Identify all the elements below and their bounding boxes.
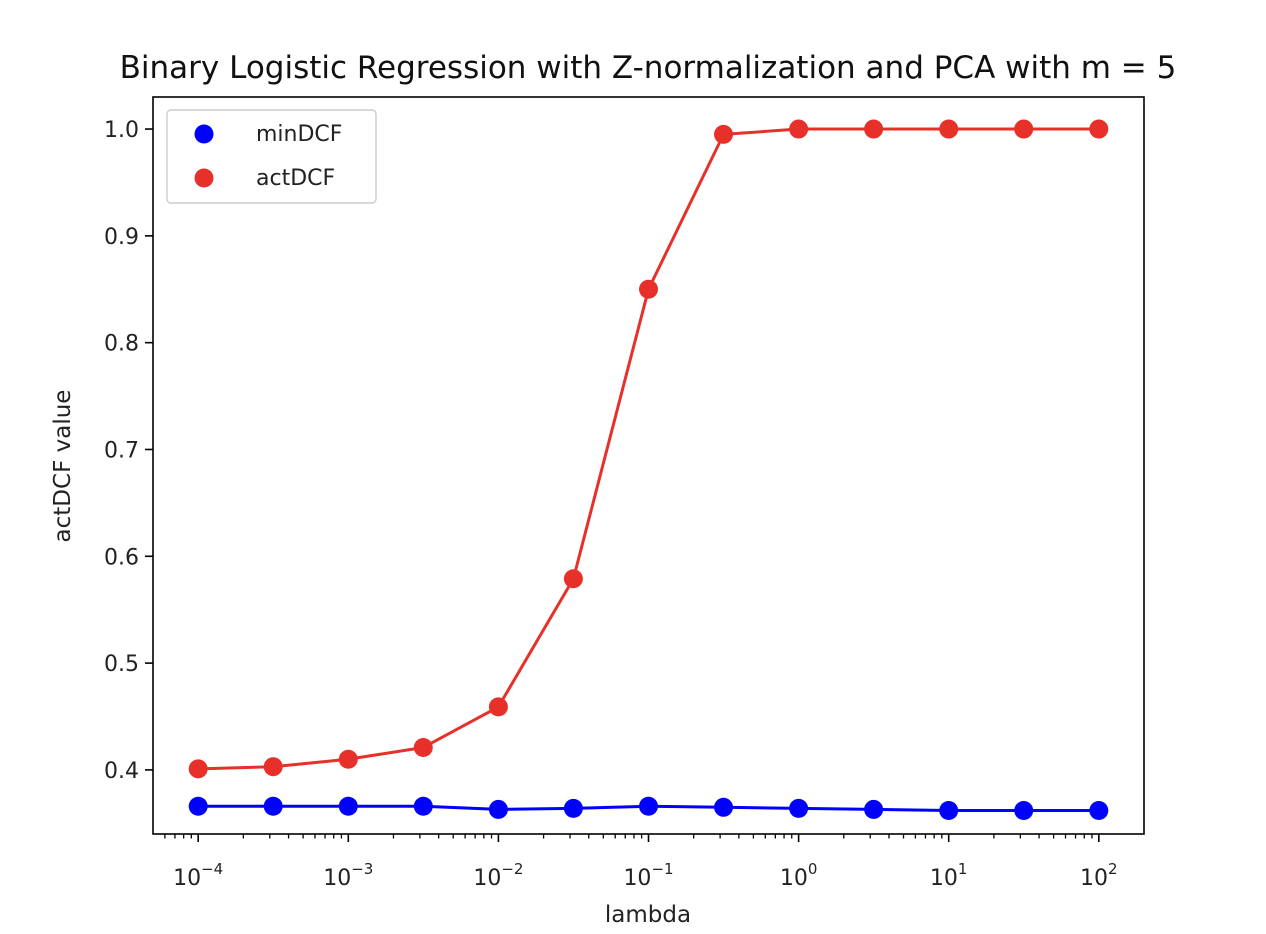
y-tick-label: 0.6 bbox=[104, 545, 139, 570]
data-point-actdcf bbox=[563, 569, 583, 589]
data-point-mindcf bbox=[1089, 801, 1109, 820]
legend-label-mindcf: minDCF bbox=[256, 122, 342, 147]
data-point-actdcf bbox=[413, 737, 433, 757]
data-point-mindcf bbox=[714, 797, 734, 817]
legend-marker-actdcf bbox=[194, 168, 214, 188]
data-point-actdcf bbox=[939, 119, 959, 139]
x-tick-label: 10−4 bbox=[173, 860, 223, 891]
data-point-actdcf bbox=[714, 124, 734, 144]
data-point-mindcf bbox=[338, 796, 358, 816]
data-point-actdcf bbox=[1014, 119, 1034, 139]
data-point-actdcf bbox=[338, 749, 358, 769]
data-point-mindcf bbox=[413, 796, 433, 816]
x-tick-label: 10−3 bbox=[323, 860, 373, 891]
x-tick-label: 100 bbox=[780, 860, 818, 891]
data-point-actdcf bbox=[864, 119, 884, 139]
data-point-mindcf bbox=[639, 796, 658, 816]
legend: minDCF actDCF bbox=[166, 109, 377, 204]
data-point-actdcf bbox=[488, 697, 508, 717]
data-point-actdcf bbox=[639, 279, 658, 299]
x-tick-label: 101 bbox=[930, 860, 968, 891]
data-point-mindcf bbox=[488, 799, 508, 819]
data-point-mindcf bbox=[563, 798, 583, 818]
data-point-actdcf bbox=[188, 759, 208, 779]
data-point-mindcf bbox=[263, 796, 283, 816]
y-tick-label: 1.0 bbox=[104, 118, 139, 143]
data-point-actdcf bbox=[789, 119, 809, 139]
x-tick-label: 102 bbox=[1080, 860, 1118, 891]
y-tick-label: 0.7 bbox=[104, 438, 139, 463]
x-tick-label: 10−1 bbox=[623, 860, 673, 891]
data-point-mindcf bbox=[1014, 801, 1034, 820]
data-point-actdcf bbox=[1089, 119, 1109, 139]
data-point-mindcf bbox=[864, 799, 884, 819]
data-point-mindcf bbox=[939, 801, 959, 820]
legend-label-actdcf: actDCF bbox=[256, 166, 335, 191]
x-axis-label: lambda bbox=[605, 902, 691, 928]
chart-title: Binary Logistic Regression with Z-normal… bbox=[120, 50, 1177, 86]
y-axis-label: actDCF value bbox=[50, 390, 76, 543]
y-tick-label: 0.8 bbox=[104, 332, 139, 357]
data-point-mindcf bbox=[789, 798, 809, 818]
legend-box bbox=[166, 109, 377, 204]
x-tick-label: 10−2 bbox=[473, 860, 523, 891]
y-tick-label: 0.5 bbox=[104, 652, 139, 677]
legend-marker-mindcf bbox=[194, 124, 214, 144]
y-tick-label: 0.9 bbox=[104, 225, 139, 250]
data-point-mindcf bbox=[188, 796, 208, 816]
data-point-actdcf bbox=[263, 757, 283, 777]
y-tick-label: 0.4 bbox=[104, 759, 139, 784]
